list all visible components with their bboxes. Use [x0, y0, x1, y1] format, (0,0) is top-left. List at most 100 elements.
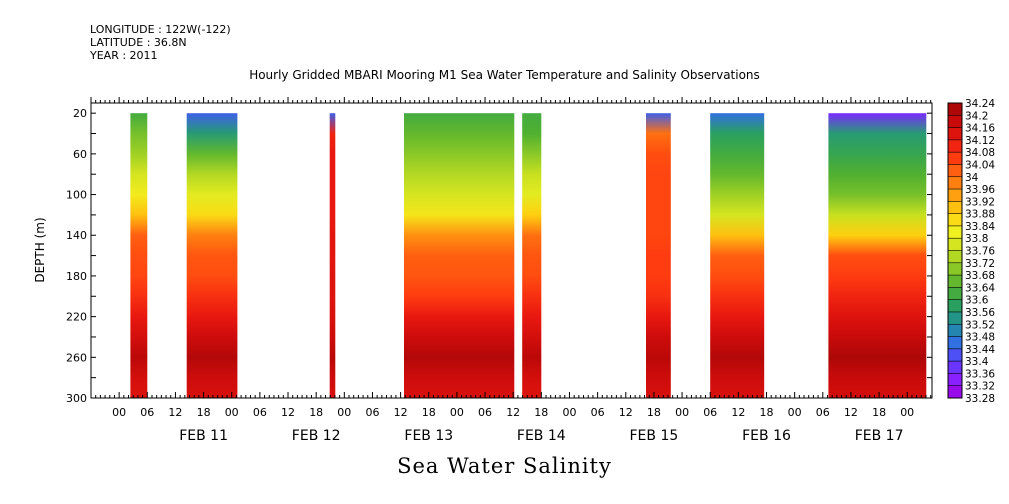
colorbar-label: 33.36 [965, 368, 995, 380]
latitude-label: LATITUDE : 36.8N [90, 36, 187, 49]
colorbar-swatch [948, 361, 962, 374]
colorbar-swatch [948, 139, 962, 153]
x-hour-label: 06 [140, 406, 154, 419]
x-hour-label: 06 [816, 406, 830, 419]
x-hour-label: 12 [506, 406, 520, 419]
colorbar-label: 34.08 [965, 147, 995, 159]
x-hour-label: 12 [731, 406, 745, 419]
y-tick-label: 180 [66, 270, 87, 283]
y-tick-label: 140 [66, 229, 87, 242]
colorbar-swatch [948, 115, 962, 128]
plot-frame [90, 102, 933, 399]
x-hour-label: 06 [478, 406, 492, 419]
chart-title: Hourly Gridded MBARI Mooring M1 Sea Wate… [249, 68, 760, 82]
x-hour-label: 18 [760, 406, 774, 419]
x-day-label: FEB 12 [292, 428, 341, 444]
colorbar-swatch [948, 336, 962, 350]
variable-title: Sea Water Salinity [397, 454, 612, 478]
colorbar-label: 33.32 [965, 381, 995, 393]
colorbar-label: 33.44 [965, 344, 995, 356]
x-hour-label: 06 [253, 406, 267, 419]
colorbar-label: 33.4 [965, 356, 989, 368]
y-tick-label: 260 [66, 351, 87, 364]
x-hour-label: 18 [647, 406, 661, 419]
x-hour-label: 12 [168, 406, 182, 419]
colorbar-label: 34 [965, 172, 979, 184]
y-tick-label: 220 [66, 311, 87, 324]
x-hour-label: 00 [337, 406, 351, 419]
x-hour-label: 06 [703, 406, 717, 419]
x-hour-label: 00 [788, 406, 802, 419]
y-tick-label: 60 [73, 148, 87, 161]
plot-border [90, 102, 933, 399]
x-hour-label: 12 [844, 406, 858, 419]
x-day-label: FEB 15 [630, 428, 679, 444]
x-hour-label: 18 [534, 406, 548, 419]
colorbar-label: 33.52 [965, 319, 995, 331]
longitude-label: LONGITUDE : 122W(-122) [90, 23, 231, 36]
colorbar-swatch [948, 152, 962, 165]
y-tick-label: 100 [66, 189, 87, 202]
colorbar-label: 34.2 [965, 110, 988, 122]
colorbar-label: 33.56 [965, 307, 995, 319]
x-hour-label: 06 [366, 406, 380, 419]
data-block [130, 113, 148, 398]
colorbar-swatch [948, 164, 962, 178]
colorbar-label: 33.76 [965, 246, 995, 258]
year-label: YEAR : 2011 [90, 49, 158, 62]
x-hour-label: 00 [450, 406, 464, 419]
colorbar-label: 33.48 [965, 332, 995, 344]
x-day-label: FEB 14 [517, 428, 566, 444]
y-tick-label: 20 [73, 107, 87, 120]
data-block [404, 113, 515, 398]
colorbar-label: 33.84 [965, 221, 995, 233]
x-axis: 00 06 12 18 00 06 12 18 00 06 12 18 00 06 12 18 00 06 12 18… [90, 97, 932, 444]
data-blocks [130, 113, 927, 398]
y-tick-label: 300 [66, 392, 87, 405]
x-day-label: FEB 13 [404, 428, 453, 444]
colorbar-swatch [948, 127, 962, 141]
colorbar-swatch [948, 201, 962, 215]
data-block [329, 113, 336, 398]
colorbar-label: 33.92 [965, 196, 995, 208]
colorbar-swatch [948, 373, 962, 387]
colorbar-label: 33.88 [965, 209, 995, 221]
data-block [710, 113, 765, 398]
colorbar-label: 33.72 [965, 258, 995, 270]
colorbar-swatch [948, 275, 962, 288]
colorbar-swatch [948, 225, 962, 239]
colorbar-label: 34.12 [965, 135, 995, 147]
colorbar-label: 33.6 [965, 295, 989, 307]
y-axis-label: DEPTH (m) [33, 217, 47, 282]
x-hour-label: 18 [197, 406, 211, 419]
colorbar-label: 33.28 [965, 393, 995, 405]
colorbar-label: 33.68 [965, 270, 995, 282]
x-hour-label: 00 [112, 406, 126, 419]
colorbar-swatch [948, 348, 962, 362]
colorbar-label: 34.24 [965, 98, 995, 110]
colorbar-label: 33.8 [965, 233, 988, 245]
data-block [828, 113, 927, 398]
x-day-label: FEB 11 [179, 428, 228, 444]
x-hour-label: 18 [309, 406, 323, 419]
y-axis: 20 60 100 140 180 220 260 300 [66, 107, 932, 405]
colorbar-label: 34.04 [965, 159, 995, 171]
colorbar-swatch [948, 189, 962, 202]
data-block [522, 113, 542, 398]
x-hour-label: 12 [394, 406, 408, 419]
x-hour-label: 00 [900, 406, 914, 419]
x-hour-label: 00 [225, 406, 239, 419]
x-hour-label: 12 [281, 406, 295, 419]
colorbar-label: 33.64 [965, 282, 995, 294]
colorbar-swatch [948, 176, 962, 190]
data-block [186, 113, 238, 398]
x-day-label: FEB 16 [742, 428, 791, 444]
x-hour-label: 06 [591, 406, 605, 419]
colorbar-swatch [948, 385, 962, 399]
data-block [646, 113, 671, 398]
colorbar-swatch [948, 311, 962, 325]
colorbar-swatch [948, 287, 962, 301]
colorbar-swatch [948, 103, 962, 116]
colorbar: 34.2434.234.1634.1234.0834.043433.9633.9… [947, 98, 995, 405]
